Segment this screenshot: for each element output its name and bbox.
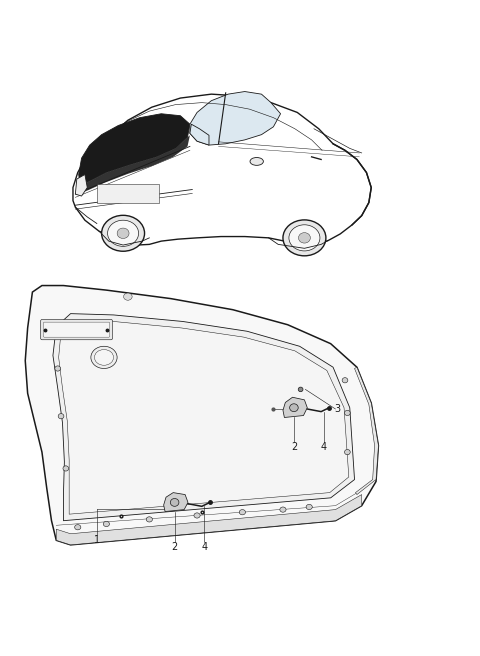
Text: 4: 4 [321, 442, 326, 452]
Polygon shape [190, 124, 209, 145]
Ellipse shape [298, 387, 303, 392]
Ellipse shape [95, 350, 114, 365]
Ellipse shape [289, 404, 298, 411]
Ellipse shape [170, 499, 179, 506]
Polygon shape [75, 174, 87, 196]
Ellipse shape [123, 293, 132, 300]
Text: 4: 4 [201, 542, 207, 552]
Bar [97, 184, 159, 203]
Ellipse shape [58, 413, 64, 419]
Ellipse shape [103, 522, 109, 527]
Text: 3: 3 [335, 404, 341, 414]
Ellipse shape [299, 233, 311, 243]
FancyBboxPatch shape [40, 319, 113, 340]
Ellipse shape [345, 449, 350, 455]
Text: 2: 2 [171, 542, 178, 552]
Ellipse shape [240, 510, 245, 515]
Polygon shape [73, 94, 371, 245]
Ellipse shape [194, 513, 200, 518]
Text: 1: 1 [94, 535, 100, 545]
Ellipse shape [146, 517, 153, 522]
Polygon shape [164, 493, 188, 512]
Polygon shape [355, 367, 378, 495]
Ellipse shape [283, 220, 326, 256]
Polygon shape [59, 320, 349, 514]
Ellipse shape [91, 346, 117, 369]
Ellipse shape [345, 410, 350, 415]
Polygon shape [190, 92, 281, 145]
Polygon shape [283, 398, 307, 417]
Polygon shape [53, 314, 355, 521]
Polygon shape [76, 135, 190, 194]
Ellipse shape [289, 225, 320, 251]
Ellipse shape [342, 378, 348, 383]
Ellipse shape [63, 466, 69, 471]
Ellipse shape [117, 228, 129, 239]
Polygon shape [25, 285, 378, 545]
Text: 2: 2 [291, 442, 297, 452]
Polygon shape [56, 495, 362, 545]
Polygon shape [79, 113, 190, 186]
Ellipse shape [108, 220, 139, 247]
Ellipse shape [250, 157, 264, 165]
Ellipse shape [280, 507, 286, 512]
Ellipse shape [129, 187, 146, 201]
Ellipse shape [306, 504, 312, 510]
FancyBboxPatch shape [43, 322, 110, 337]
Ellipse shape [102, 215, 144, 251]
Ellipse shape [55, 366, 60, 371]
Ellipse shape [75, 525, 81, 530]
